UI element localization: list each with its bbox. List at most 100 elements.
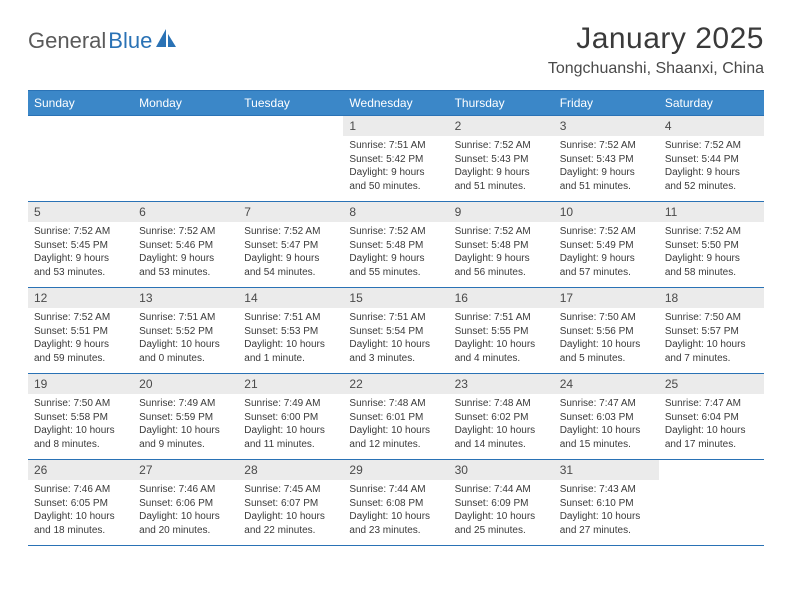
day-number: 6 (133, 202, 238, 222)
day-number: 26 (28, 460, 133, 480)
calendar-day: 15Sunrise: 7:51 AMSunset: 5:54 PMDayligh… (343, 288, 448, 374)
sunrise-line: Sunrise: 7:51 AM (349, 139, 442, 153)
calendar-day: 16Sunrise: 7:51 AMSunset: 5:55 PMDayligh… (449, 288, 554, 374)
day-number: 9 (449, 202, 554, 222)
daylight-line: Daylight: 10 hours and 25 minutes. (455, 510, 548, 537)
sunset-line: Sunset: 6:05 PM (34, 497, 127, 511)
sunrise-line: Sunrise: 7:49 AM (139, 397, 232, 411)
daylight-line: Daylight: 10 hours and 4 minutes. (455, 338, 548, 365)
sunrise-line: Sunrise: 7:52 AM (665, 225, 758, 239)
sunrise-line: Sunrise: 7:46 AM (34, 483, 127, 497)
day-number: 25 (659, 374, 764, 394)
sunrise-line: Sunrise: 7:51 AM (139, 311, 232, 325)
sunset-line: Sunset: 6:04 PM (665, 411, 758, 425)
calendar-week: 12Sunrise: 7:52 AMSunset: 5:51 PMDayligh… (28, 288, 764, 374)
sunrise-line: Sunrise: 7:52 AM (34, 311, 127, 325)
daylight-line: Daylight: 9 hours and 57 minutes. (560, 252, 653, 279)
day-content: Sunrise: 7:51 AMSunset: 5:54 PMDaylight:… (343, 308, 448, 369)
day-number: 13 (133, 288, 238, 308)
sunset-line: Sunset: 5:52 PM (139, 325, 232, 339)
day-content: Sunrise: 7:52 AMSunset: 5:43 PMDaylight:… (554, 136, 659, 197)
day-content: Sunrise: 7:47 AMSunset: 6:04 PMDaylight:… (659, 394, 764, 455)
logo-sail-icon (156, 29, 178, 54)
calendar-week: 19Sunrise: 7:50 AMSunset: 5:58 PMDayligh… (28, 374, 764, 460)
sunset-line: Sunset: 6:00 PM (244, 411, 337, 425)
day-content: Sunrise: 7:52 AMSunset: 5:47 PMDaylight:… (238, 222, 343, 283)
day-header: Wednesday (343, 91, 448, 116)
day-number: 8 (343, 202, 448, 222)
daylight-line: Daylight: 9 hours and 56 minutes. (455, 252, 548, 279)
day-header: Monday (133, 91, 238, 116)
calendar-day: 19Sunrise: 7:50 AMSunset: 5:58 PMDayligh… (28, 374, 133, 460)
day-content: Sunrise: 7:52 AMSunset: 5:46 PMDaylight:… (133, 222, 238, 283)
daylight-line: Daylight: 10 hours and 8 minutes. (34, 424, 127, 451)
sunrise-line: Sunrise: 7:47 AM (665, 397, 758, 411)
day-content: Sunrise: 7:51 AMSunset: 5:52 PMDaylight:… (133, 308, 238, 369)
sunrise-line: Sunrise: 7:51 AM (349, 311, 442, 325)
daylight-line: Daylight: 10 hours and 20 minutes. (139, 510, 232, 537)
day-content: Sunrise: 7:48 AMSunset: 6:01 PMDaylight:… (343, 394, 448, 455)
sunrise-line: Sunrise: 7:43 AM (560, 483, 653, 497)
calendar-day: 28Sunrise: 7:45 AMSunset: 6:07 PMDayligh… (238, 460, 343, 546)
calendar-day (238, 116, 343, 202)
sunset-line: Sunset: 5:51 PM (34, 325, 127, 339)
daylight-line: Daylight: 10 hours and 9 minutes. (139, 424, 232, 451)
day-number: 30 (449, 460, 554, 480)
calendar-day: 12Sunrise: 7:52 AMSunset: 5:51 PMDayligh… (28, 288, 133, 374)
day-content: Sunrise: 7:44 AMSunset: 6:09 PMDaylight:… (449, 480, 554, 541)
sunset-line: Sunset: 5:53 PM (244, 325, 337, 339)
daylight-line: Daylight: 10 hours and 11 minutes. (244, 424, 337, 451)
day-number: 22 (343, 374, 448, 394)
daylight-line: Daylight: 10 hours and 15 minutes. (560, 424, 653, 451)
calendar-day (133, 116, 238, 202)
daylight-line: Daylight: 10 hours and 1 minute. (244, 338, 337, 365)
daylight-line: Daylight: 9 hours and 53 minutes. (139, 252, 232, 279)
sunset-line: Sunset: 5:59 PM (139, 411, 232, 425)
day-number: 5 (28, 202, 133, 222)
day-number: 20 (133, 374, 238, 394)
day-number: 23 (449, 374, 554, 394)
calendar-day: 23Sunrise: 7:48 AMSunset: 6:02 PMDayligh… (449, 374, 554, 460)
day-content: Sunrise: 7:46 AMSunset: 6:05 PMDaylight:… (28, 480, 133, 541)
day-content: Sunrise: 7:52 AMSunset: 5:43 PMDaylight:… (449, 136, 554, 197)
day-header: Saturday (659, 91, 764, 116)
day-content: Sunrise: 7:52 AMSunset: 5:44 PMDaylight:… (659, 136, 764, 197)
sunrise-line: Sunrise: 7:51 AM (244, 311, 337, 325)
sunset-line: Sunset: 5:49 PM (560, 239, 653, 253)
sunset-line: Sunset: 5:50 PM (665, 239, 758, 253)
calendar-day: 6Sunrise: 7:52 AMSunset: 5:46 PMDaylight… (133, 202, 238, 288)
calendar-day: 14Sunrise: 7:51 AMSunset: 5:53 PMDayligh… (238, 288, 343, 374)
daylight-line: Daylight: 10 hours and 22 minutes. (244, 510, 337, 537)
daylight-line: Daylight: 10 hours and 0 minutes. (139, 338, 232, 365)
logo-text-general: General (28, 28, 106, 54)
calendar-day: 8Sunrise: 7:52 AMSunset: 5:48 PMDaylight… (343, 202, 448, 288)
sunset-line: Sunset: 6:01 PM (349, 411, 442, 425)
calendar-day: 5Sunrise: 7:52 AMSunset: 5:45 PMDaylight… (28, 202, 133, 288)
sunset-line: Sunset: 5:43 PM (455, 153, 548, 167)
day-content: Sunrise: 7:49 AMSunset: 6:00 PMDaylight:… (238, 394, 343, 455)
sunrise-line: Sunrise: 7:44 AM (455, 483, 548, 497)
sunset-line: Sunset: 5:47 PM (244, 239, 337, 253)
sunrise-line: Sunrise: 7:50 AM (560, 311, 653, 325)
day-content: Sunrise: 7:50 AMSunset: 5:57 PMDaylight:… (659, 308, 764, 369)
calendar-day: 22Sunrise: 7:48 AMSunset: 6:01 PMDayligh… (343, 374, 448, 460)
calendar-day: 10Sunrise: 7:52 AMSunset: 5:49 PMDayligh… (554, 202, 659, 288)
sunset-line: Sunset: 6:10 PM (560, 497, 653, 511)
daylight-line: Daylight: 9 hours and 52 minutes. (665, 166, 758, 193)
daylight-line: Daylight: 9 hours and 58 minutes. (665, 252, 758, 279)
day-number: 17 (554, 288, 659, 308)
daylight-line: Daylight: 9 hours and 50 minutes. (349, 166, 442, 193)
sunset-line: Sunset: 5:58 PM (34, 411, 127, 425)
day-content: Sunrise: 7:50 AMSunset: 5:58 PMDaylight:… (28, 394, 133, 455)
sunrise-line: Sunrise: 7:49 AM (244, 397, 337, 411)
sunset-line: Sunset: 5:45 PM (34, 239, 127, 253)
day-number: 21 (238, 374, 343, 394)
sunset-line: Sunset: 6:09 PM (455, 497, 548, 511)
day-content: Sunrise: 7:48 AMSunset: 6:02 PMDaylight:… (449, 394, 554, 455)
day-number: 19 (28, 374, 133, 394)
daylight-line: Daylight: 10 hours and 23 minutes. (349, 510, 442, 537)
sunset-line: Sunset: 6:07 PM (244, 497, 337, 511)
day-number: 1 (343, 116, 448, 136)
daylight-line: Daylight: 10 hours and 5 minutes. (560, 338, 653, 365)
calendar-day: 21Sunrise: 7:49 AMSunset: 6:00 PMDayligh… (238, 374, 343, 460)
